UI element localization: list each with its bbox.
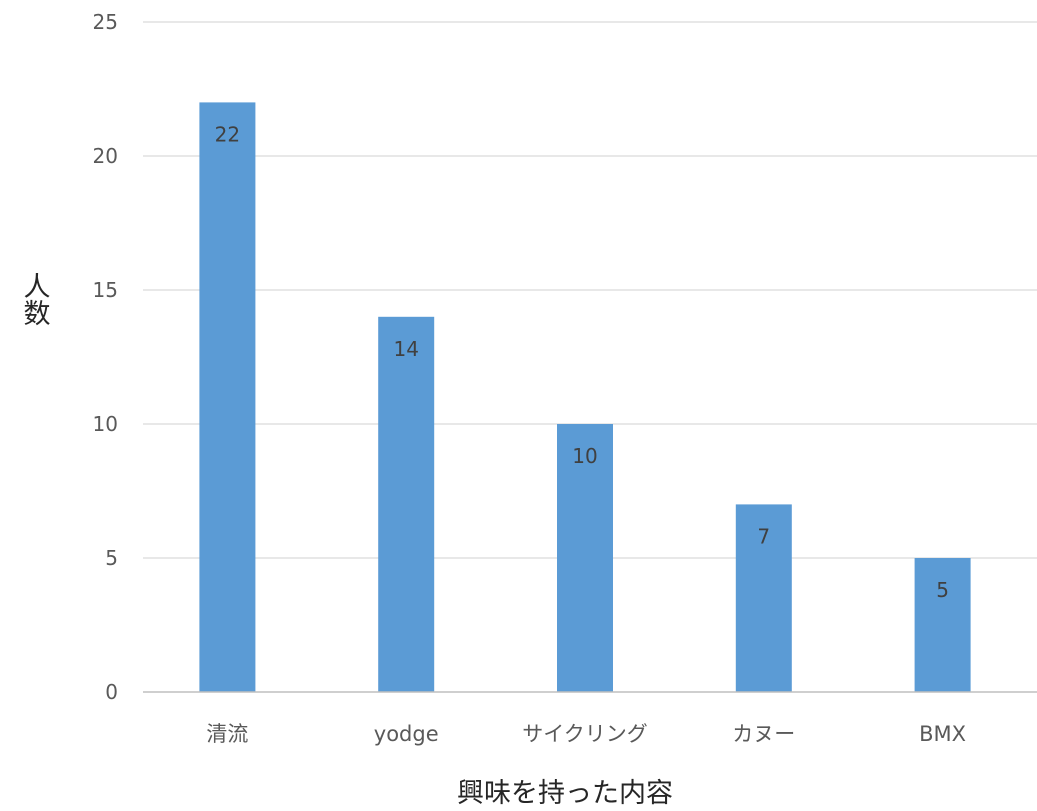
x-tick-2: サイクリング <box>522 722 648 746</box>
data-label-4: 5 <box>936 578 949 602</box>
data-label-0: 22 <box>215 122 240 146</box>
data-label-1: 14 <box>393 337 418 361</box>
bar-4 <box>914 558 971 692</box>
x-tick-1: yodge <box>374 722 439 746</box>
x-tick-4: BMX <box>919 722 966 746</box>
data-label-3: 7 <box>757 524 770 548</box>
bars <box>199 102 971 692</box>
bar-3 <box>735 504 792 692</box>
x-tick-3: カヌー <box>732 722 795 746</box>
y-tick-25: 25 <box>93 10 118 34</box>
data-label-2: 10 <box>572 444 597 468</box>
y-tick-20: 20 <box>93 144 118 168</box>
y-tick-10: 10 <box>93 412 118 436</box>
bar-2 <box>557 424 613 692</box>
y-axis-title: 人数 <box>19 272 50 326</box>
y-tick-0: 0 <box>105 680 118 704</box>
x-axis-title: 興味を持った内容 <box>457 778 673 809</box>
y-tick-labels: 0 5 10 15 20 25 <box>93 10 118 704</box>
gridlines <box>143 21 1037 559</box>
x-tick-0: 清流 <box>206 722 248 746</box>
x-tick-labels: 清流 yodge サイクリング カヌー BMX <box>206 722 966 746</box>
bar-0 <box>199 102 256 692</box>
data-labels: 22 14 10 7 5 <box>215 122 949 602</box>
bar-1 <box>378 316 435 692</box>
y-tick-15: 15 <box>93 278 118 302</box>
y-tick-5: 5 <box>105 546 118 570</box>
